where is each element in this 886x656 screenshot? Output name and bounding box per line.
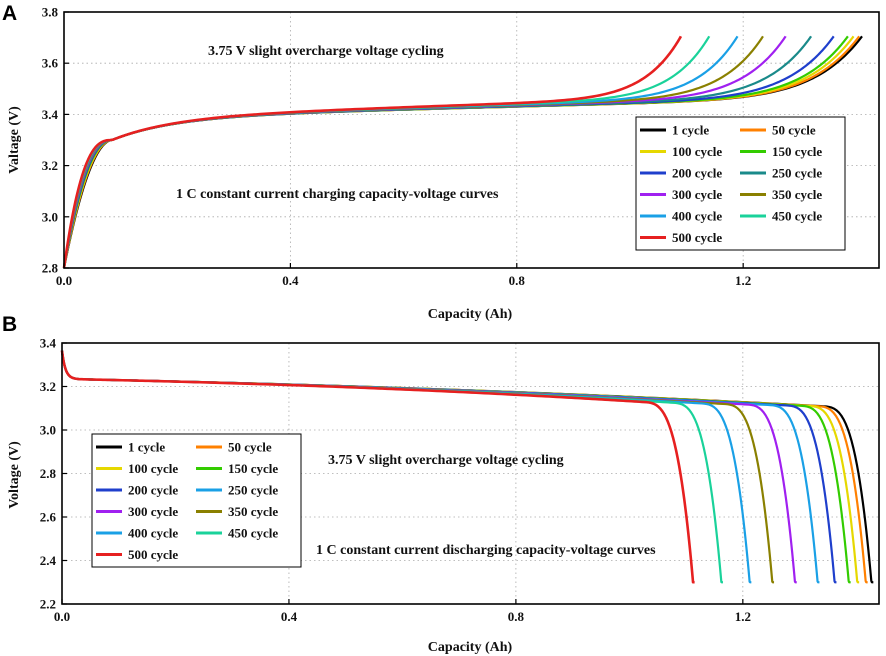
series-line-500-cycle xyxy=(60,349,696,584)
y-tick-label: 3.0 xyxy=(40,423,56,438)
y-tick-label: 3.4 xyxy=(42,107,59,122)
legend-box xyxy=(635,116,846,251)
y-tick-label: 2.8 xyxy=(42,261,59,276)
legend-label: 100 cycle xyxy=(672,144,722,159)
legend-label: 100 cycle xyxy=(128,461,178,476)
x-tick-label: 0.8 xyxy=(509,273,526,288)
legend-label: 50 cycle xyxy=(228,440,272,455)
y-axis-label: Valtage (V) xyxy=(7,106,22,174)
panel-a: A 0.0 0.4 0.8 1.2 2.8 3.0 3.2 3.4 3.6 3.8 3.75 V … xyxy=(2,2,880,322)
x-tick-label: 1.2 xyxy=(735,609,751,624)
legend-label: 250 cycle xyxy=(228,483,278,498)
legend-label: 150 cycle xyxy=(772,144,822,159)
panel-label-a: A xyxy=(2,2,17,25)
x-axis-label: Capacity (Ah) xyxy=(428,307,513,322)
annotation-curves: 1 C constant current discharging capacit… xyxy=(316,543,656,558)
series-line-450-cycle xyxy=(62,35,711,269)
y-tick-label: 3.8 xyxy=(42,5,59,20)
legend-label: 400 cycle xyxy=(672,209,722,224)
legend-label: 350 cycle xyxy=(772,187,822,202)
legend-label: 400 cycle xyxy=(128,526,178,541)
legend-label: 150 cycle xyxy=(228,461,278,476)
legend-label: 200 cycle xyxy=(128,483,178,498)
y-tick-label: 3.2 xyxy=(40,379,56,394)
legend-label: 1 cycle xyxy=(128,440,165,455)
x-tick-label: 0.0 xyxy=(54,609,70,624)
annotation-cycling: 3.75 V slight overcharge voltage cycling xyxy=(328,453,564,468)
curves xyxy=(62,35,864,270)
legend-label: 250 cycle xyxy=(772,166,822,181)
legend: 1 cycle 50 cycle 100 cycle 150 cycle 200 cyc… xyxy=(91,433,302,568)
y-axis-label: Voltage (V) xyxy=(7,441,22,509)
x-tick-label: 0.0 xyxy=(56,273,72,288)
x-tick-label: 0.8 xyxy=(508,609,525,624)
y-tick-label: 2.2 xyxy=(40,597,56,612)
legend: 1 cycle 50 cycle 100 cycle 150 cycle 200 cyc… xyxy=(635,116,846,251)
y-tick-label: 2.8 xyxy=(40,466,57,481)
curves xyxy=(60,349,875,584)
series-line-500-cycle xyxy=(62,35,683,270)
panel-label-b: B xyxy=(2,313,17,336)
x-tick-label: 0.4 xyxy=(282,273,299,288)
legend-label: 50 cycle xyxy=(772,123,816,138)
axis-ticks: 0.0 0.4 0.8 1.2 2.2 2.4 2.6 2.8 3.0 3.2 3.4 xyxy=(40,336,751,625)
legend-box xyxy=(91,433,302,568)
annotation-cycling: 3.75 V slight overcharge voltage cycling xyxy=(208,44,444,59)
legend-label: 350 cycle xyxy=(228,504,278,519)
grid xyxy=(64,12,879,268)
x-tick-label: 0.4 xyxy=(281,609,298,624)
x-axis-label: Capacity (Ah) xyxy=(428,640,513,655)
legend-label: 1 cycle xyxy=(672,123,709,138)
y-tick-label: 2.6 xyxy=(40,510,57,525)
legend-label: 450 cycle xyxy=(228,526,278,541)
legend-label: 300 cycle xyxy=(672,187,722,202)
legend-label: 500 cycle xyxy=(672,230,722,245)
legend-label: 200 cycle xyxy=(672,166,722,181)
legend-label: 500 cycle xyxy=(128,547,178,562)
legend-label: 300 cycle xyxy=(128,504,178,519)
plot-frame xyxy=(63,11,880,269)
y-tick-label: 3.4 xyxy=(40,336,57,351)
y-tick-label: 3.0 xyxy=(42,209,58,224)
legend-label: 450 cycle xyxy=(772,209,822,224)
annotation-curves: 1 C constant current charging capacity-v… xyxy=(176,187,499,202)
y-tick-label: 2.4 xyxy=(40,553,57,568)
panel-b: B 0.0 0.4 0.8 1.2 2.2 2.4 2.6 2.8 3.0 3.2 3.4 3.75… xyxy=(2,313,880,655)
y-tick-label: 3.2 xyxy=(42,158,58,173)
x-tick-label: 1.2 xyxy=(735,273,751,288)
y-tick-label: 3.6 xyxy=(42,56,59,71)
axis-ticks: 0.0 0.4 0.8 1.2 2.8 3.0 3.2 3.4 3.6 3.8 xyxy=(42,5,752,289)
